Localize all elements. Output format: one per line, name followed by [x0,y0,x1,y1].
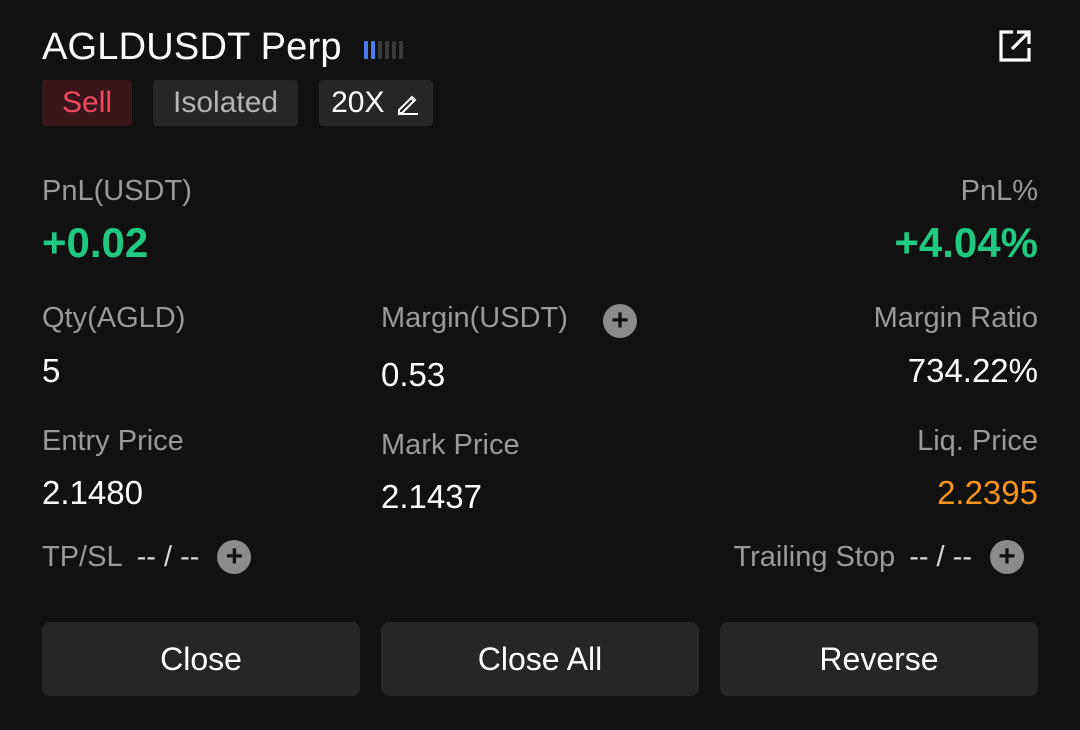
add-margin-icon[interactable]: + [603,304,637,338]
margin-label: Margin(USDT) [381,302,568,334]
action-buttons: Close Close All Reverse [42,622,1038,696]
liq-price-label: Liq. Price [917,425,1038,457]
close-all-button[interactable]: Close All [381,622,699,696]
liq-price-value: 2.2395 [937,474,1038,511]
add-tpsl-icon[interactable]: + [217,540,252,574]
tpsl-value: -- / -- [136,540,200,573]
leverage-button[interactable]: 20X [319,80,433,126]
position-tags: Sell Isolated 20X [42,80,433,126]
tpsl-label: TP/SL [42,540,123,573]
symbol-title[interactable]: AGLDUSDT Perp [42,26,342,68]
mark-price-value: 2.1437 [381,478,482,515]
margin-ratio-value: 734.22% [907,352,1038,389]
trailing-stop-value: -- / -- [909,540,972,573]
entry-price-value: 2.1480 [42,474,143,511]
title-row: AGLDUSDT Perp [42,26,403,69]
pnl-label: PnL(USDT) [42,175,192,207]
add-trailing-stop-icon[interactable]: + [990,540,1024,574]
margin-value: 0.53 [381,356,446,393]
trailing-stop-label: Trailing Stop [733,540,896,573]
close-button[interactable]: Close [42,622,360,696]
pnl-percent-value: +4.04% [894,219,1038,266]
mark-price-label: Mark Price [381,429,520,461]
tpsl-row: TP/SL -- / -- + [42,540,252,574]
margin-mode-badge[interactable]: Isolated [153,80,299,126]
entry-price-label: Entry Price [42,425,184,457]
signal-bars-icon [363,40,403,59]
side-badge: Sell [42,80,133,126]
leverage-value: 20X [331,86,385,119]
qty-value: 5 [42,352,61,389]
trailing-stop-row: Trailing Stop -- / -- + [733,540,1024,574]
pnl-value: +0.02 [42,219,149,266]
margin-ratio-label: Margin Ratio [873,302,1038,334]
pnl-percent-label: PnL% [960,175,1038,207]
reverse-button[interactable]: Reverse [720,622,1038,696]
pencil-icon [397,95,418,115]
qty-label: Qty(AGLD) [42,302,186,334]
external-link-icon[interactable] [997,28,1033,64]
